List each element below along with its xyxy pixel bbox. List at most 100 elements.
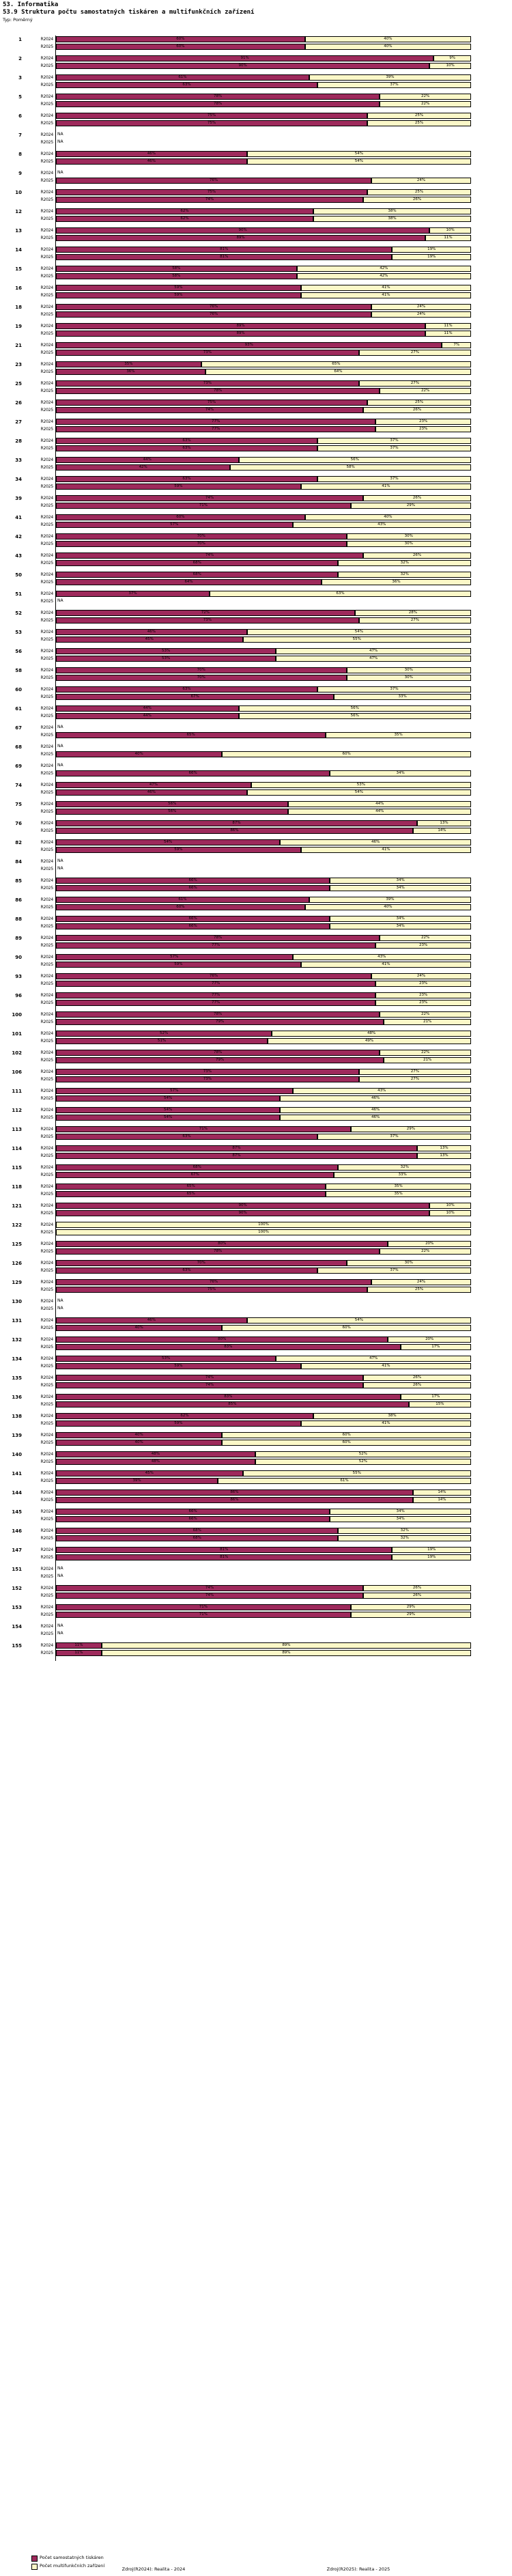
axis-line (55, 1470, 56, 1477)
bar-value-label: 29% (406, 1605, 415, 1609)
row-year-label: R2024 (40, 362, 54, 367)
bar-segment: 79% (56, 1057, 384, 1063)
bar-segment: 46% (56, 629, 247, 635)
no-data-label: NA (57, 170, 63, 175)
bar-segment: 21% (384, 1057, 471, 1063)
bar-segment: 63% (56, 445, 318, 451)
group-spacer (0, 1179, 512, 1183)
legend-label-multifunction: Počet multifunkčních zařízení (40, 2563, 105, 2568)
axis-line (55, 739, 56, 743)
axis-line (55, 1477, 56, 1485)
bar-segment: 24% (371, 311, 471, 318)
bar-value-label: 63% (182, 438, 191, 443)
bar-value-label: 22% (421, 389, 430, 393)
chart-group: 18 R2024 76% 24% R2025 76% 24% (0, 303, 512, 318)
stacked-bar: 73% 27% (56, 617, 471, 624)
row-year-label: R2025 (40, 1651, 54, 1655)
chart-type-label: Typ: Poměrný (3, 17, 33, 23)
group-spacer (0, 682, 512, 686)
stacked-bar: 44% 56% (56, 457, 471, 463)
group-spacer (0, 127, 512, 131)
chart-row: R2024 59% 41% (0, 284, 512, 292)
row-year-label: R2025 (40, 790, 54, 795)
axis-line (55, 234, 56, 242)
bar-value-label: 66% (188, 924, 197, 928)
bar-segment: 75% (56, 113, 367, 119)
chart-group: 132 R2024 80% 20% R2025 83% 17% (0, 1336, 512, 1351)
bar-value-label: 89% (282, 1651, 291, 1655)
stacked-bar: 75% 25% (56, 189, 471, 195)
bar-segment: 32% (338, 1535, 471, 1541)
bar-value-label: 43% (378, 955, 386, 959)
chart-row: R2025 74% 26% (0, 406, 512, 414)
axis-line (55, 953, 56, 961)
axis-line (55, 1202, 56, 1209)
group-spacer (0, 529, 512, 533)
chart-group: 41 R2024 60% 40% R2025 57% 43% (0, 514, 512, 529)
chart-row: R2024 78% 22% (0, 93, 512, 100)
axis-line (55, 720, 56, 724)
bar-segment: 38% (313, 1413, 471, 1419)
bar-value-label: 56% (350, 714, 359, 718)
axis-line (55, 751, 56, 758)
stacked-bar: 46% 54% (56, 158, 471, 165)
bar-value-label: 62% (180, 1414, 189, 1418)
stacked-bar: 57% 43% (56, 522, 471, 528)
bar-value-label: 29% (406, 503, 415, 507)
axis-line (55, 911, 56, 915)
bar-segment: 78% (56, 1050, 380, 1056)
axis-line (55, 980, 56, 988)
group-spacer (0, 1140, 512, 1145)
axis-line (55, 1274, 56, 1278)
group-number: 86 (15, 897, 22, 903)
bar-segment: 79% (56, 1019, 384, 1025)
chart-group: 135 R2024 74% 26% R2025 74% 26% (0, 1374, 512, 1389)
bar-value-label: 48% (151, 1452, 160, 1456)
bar-segment: 77% (56, 426, 376, 432)
chapter-title: 53. Informatika (3, 1, 59, 8)
chart-row: R2025 65% 35% (0, 731, 512, 739)
group-spacer (0, 337, 512, 341)
bar-segment: 25% (367, 120, 471, 126)
bar-value-label: 90% (238, 1203, 247, 1207)
chart-group: 138 R2024 62% 38% R2025 59% 41% (0, 1412, 512, 1427)
row-year-label: R2025 (40, 1574, 54, 1579)
chart-row: R2024 93% 7% (0, 341, 512, 349)
axis-line (55, 1278, 56, 1286)
chart-row: R2024 74% 26% (0, 494, 512, 502)
group-spacer (0, 643, 512, 647)
bar-segment: 54% (246, 629, 471, 635)
bar-value-label: 76% (209, 312, 218, 316)
stacked-bar: 76% 24% (56, 304, 471, 310)
bar-value-label: 53% (162, 1356, 171, 1360)
chart-group: 141 R2024 45% 55% R2025 39% 61% (0, 1470, 512, 1485)
row-year-label: R2025 (40, 886, 54, 891)
group-spacer (0, 146, 512, 150)
chart-row: R2024 73% 27% (0, 380, 512, 387)
axis-line (55, 1649, 56, 1657)
row-year-label: R2024 (40, 56, 54, 61)
bar-value-label: 77% (211, 1000, 221, 1005)
axis-line (55, 968, 56, 972)
row-year-label: R2024 (40, 1089, 54, 1093)
chart-row: R2024 NA (0, 724, 512, 731)
group-number: 21 (15, 343, 22, 348)
group-number: 1 (18, 37, 22, 42)
axis-line (55, 1068, 56, 1076)
chart-row: R2024 70% 30% (0, 667, 512, 674)
bar-value-label: 73% (203, 1069, 212, 1074)
chart-row: R2024 60% 40% (0, 514, 512, 521)
bar-value-label: 86% (230, 1498, 239, 1502)
bar-value-label: 37% (390, 1268, 399, 1272)
row-year-label: R2025 (40, 44, 54, 49)
group-number: 76 (15, 821, 22, 826)
axis-line (55, 253, 56, 261)
axis-line (55, 1305, 56, 1313)
row-year-label: R2025 (40, 561, 54, 565)
no-data-label: NA (57, 858, 63, 863)
bar-segment: 54% (246, 151, 471, 157)
bar-segment: 46% (280, 839, 471, 845)
bar-segment: 34% (330, 1509, 471, 1515)
bar-value-label: 38% (388, 1414, 397, 1418)
bar-value-label: 23% (418, 427, 428, 431)
